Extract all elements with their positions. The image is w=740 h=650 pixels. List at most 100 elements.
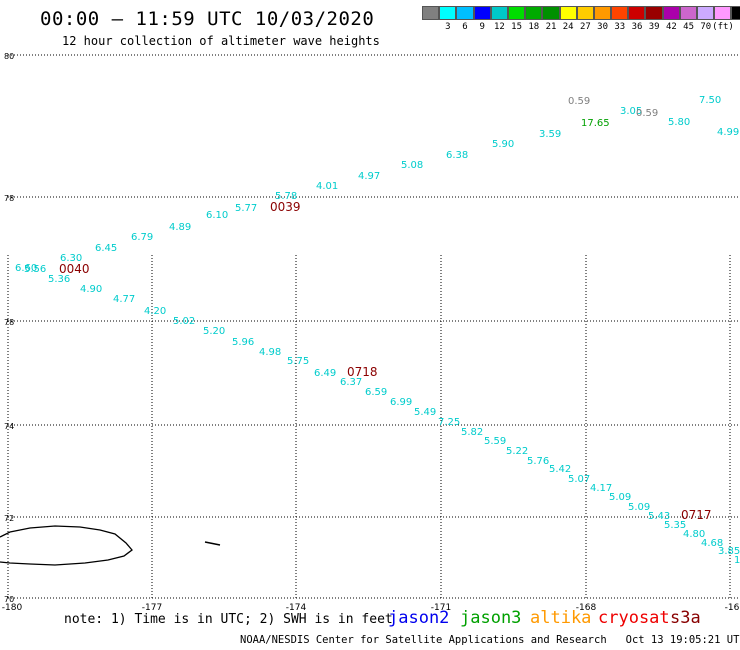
credit-text: NOAA/NESDIS Center for Satellite Applica…: [240, 634, 607, 646]
scale-label: 30: [597, 22, 609, 32]
scale-label: 33: [614, 22, 626, 32]
wave-height-value: 4.68: [701, 538, 723, 549]
wave-height-value: 5.36: [48, 274, 70, 285]
wave-height-value: 6.59: [365, 387, 387, 398]
wave-height-value: 5.07: [568, 474, 590, 485]
wave-height-value: 5.02: [173, 316, 195, 327]
pass-time-label: 0718: [347, 365, 378, 379]
scale-label: 42: [665, 22, 677, 32]
wave-height-value: 5.09: [609, 492, 631, 503]
wave-height-value: 6.37: [340, 377, 362, 388]
wave-height-value: 17.65: [581, 118, 610, 129]
longitude-label: -174: [286, 603, 307, 613]
scale-label: 27: [579, 22, 591, 32]
latitude-label: 80: [4, 52, 14, 61]
pass-time-label: 0717: [681, 508, 712, 522]
longitude-labels: -180 -177 -174 -171 -168 -16: [2, 603, 740, 613]
longitude-label: -168: [576, 603, 597, 613]
wave-height-value: 5.22: [506, 446, 528, 457]
longitude-label: -180: [2, 603, 23, 613]
scale-swatch: [525, 6, 543, 20]
wave-height-value: 4.20: [144, 306, 166, 317]
latitude-label: 70: [4, 595, 14, 604]
wave-height-value: 4.01: [316, 181, 338, 192]
latitude-label: 78: [4, 318, 14, 327]
color-scale-bar: [422, 6, 740, 20]
wave-height-value: 5.75: [287, 356, 309, 367]
scale-label: 15: [511, 22, 523, 32]
latitude-labels: 80 78 78 74 72 70: [4, 52, 14, 604]
scale-swatch: [542, 6, 560, 20]
wave-height-value: 3.85: [718, 546, 740, 557]
latitude-label: 78: [4, 194, 14, 203]
scale-swatch: [456, 6, 474, 20]
scale-swatch: [679, 6, 697, 20]
wave-height-value: 5.77: [235, 203, 257, 214]
wave-height-value: 3.05: [620, 106, 642, 117]
wave-height-value: 5.09: [628, 502, 650, 513]
landmass-outline: [0, 525, 133, 566]
map-subtitle: 12 hour collection of altimeter wave hei…: [62, 34, 380, 48]
wave-height-value: 6.60: [15, 263, 37, 274]
wave-height-value: 5.76: [527, 456, 549, 467]
map-title: 00:00 – 11:59 UTC 10/03/2020: [40, 8, 375, 30]
wave-height-value: 5.42: [549, 464, 571, 475]
wave-height-value: 1: [734, 555, 740, 566]
wave-height-value: 6.30: [60, 253, 82, 264]
wave-height-value: 4.80: [683, 529, 705, 540]
scale-label: 6: [462, 22, 468, 32]
scale-label: 3: [445, 22, 451, 32]
wave-height-value: 4.77: [113, 294, 135, 305]
wave-height-value: 0.59: [636, 108, 658, 119]
pass-time-label: 0040: [59, 262, 90, 276]
units-note: note: 1) Time is in UTC; 2) SWH is in fe…: [64, 612, 393, 627]
wave-height-value: 6.49: [314, 368, 336, 379]
legend-entry: altika: [530, 608, 592, 628]
wave-height-value: 4.97: [358, 171, 380, 182]
wave-height-value: 5.59: [484, 436, 506, 447]
wave-height-value: 5.43: [648, 511, 670, 522]
scale-swatch: [662, 6, 680, 20]
scale-swatch: [611, 6, 629, 20]
wave-height-value: 5.56: [24, 264, 46, 275]
wave-height-value: 3.59: [539, 129, 561, 140]
wave-height-value: 6.99: [390, 397, 412, 408]
latitude-label: 72: [4, 514, 14, 523]
wave-height-value: 5.20: [203, 326, 225, 337]
scale-swatch: [559, 6, 577, 20]
island-outline: [204, 541, 221, 546]
legend-entry: jason3: [460, 608, 522, 628]
wave-height-value: 5.35: [664, 520, 686, 531]
legend-entry: cryosat: [598, 608, 670, 628]
wave-height-value: 7.50: [699, 95, 721, 106]
pass-time-labels: 0039 0040 0718 0717: [59, 200, 712, 522]
scale-swatch: [645, 6, 663, 20]
scale-label: 70: [700, 22, 712, 32]
scale-label: 9: [479, 22, 485, 32]
wave-height-value: 4.98: [259, 347, 281, 358]
wave-height-value: 6.10: [206, 210, 228, 221]
scale-label: 45: [683, 22, 695, 32]
wave-height-value: 6.79: [131, 232, 153, 243]
scale-label: 24: [562, 22, 574, 32]
scale-label: 39: [648, 22, 660, 32]
timestamp: Oct 13 19:05:21 UTC 2020: [625, 634, 740, 646]
wave-height-value: 0.59: [568, 96, 590, 107]
legend-entry: s3a: [670, 608, 701, 628]
longitude-label: -177: [142, 603, 162, 613]
scale-swatch: [507, 6, 526, 20]
latitude-label: 74: [4, 422, 14, 431]
legend-entry: jason2: [388, 608, 450, 628]
scale-label: 36: [631, 22, 643, 32]
pass-time-label: 0039: [270, 200, 301, 214]
wave-height-value: 5.96: [232, 337, 254, 348]
scale-label: 21: [545, 22, 557, 32]
scale-swatch: [593, 6, 612, 20]
wave-height-value: 6.38: [446, 150, 468, 161]
wave-height-value: 5.49: [414, 407, 436, 418]
wave-height-value: 5.80: [668, 117, 690, 128]
wave-height-value: 7.25: [438, 417, 460, 428]
wave-height-value: 5.82: [461, 427, 483, 438]
wave-height-value: 5.08: [401, 160, 423, 171]
